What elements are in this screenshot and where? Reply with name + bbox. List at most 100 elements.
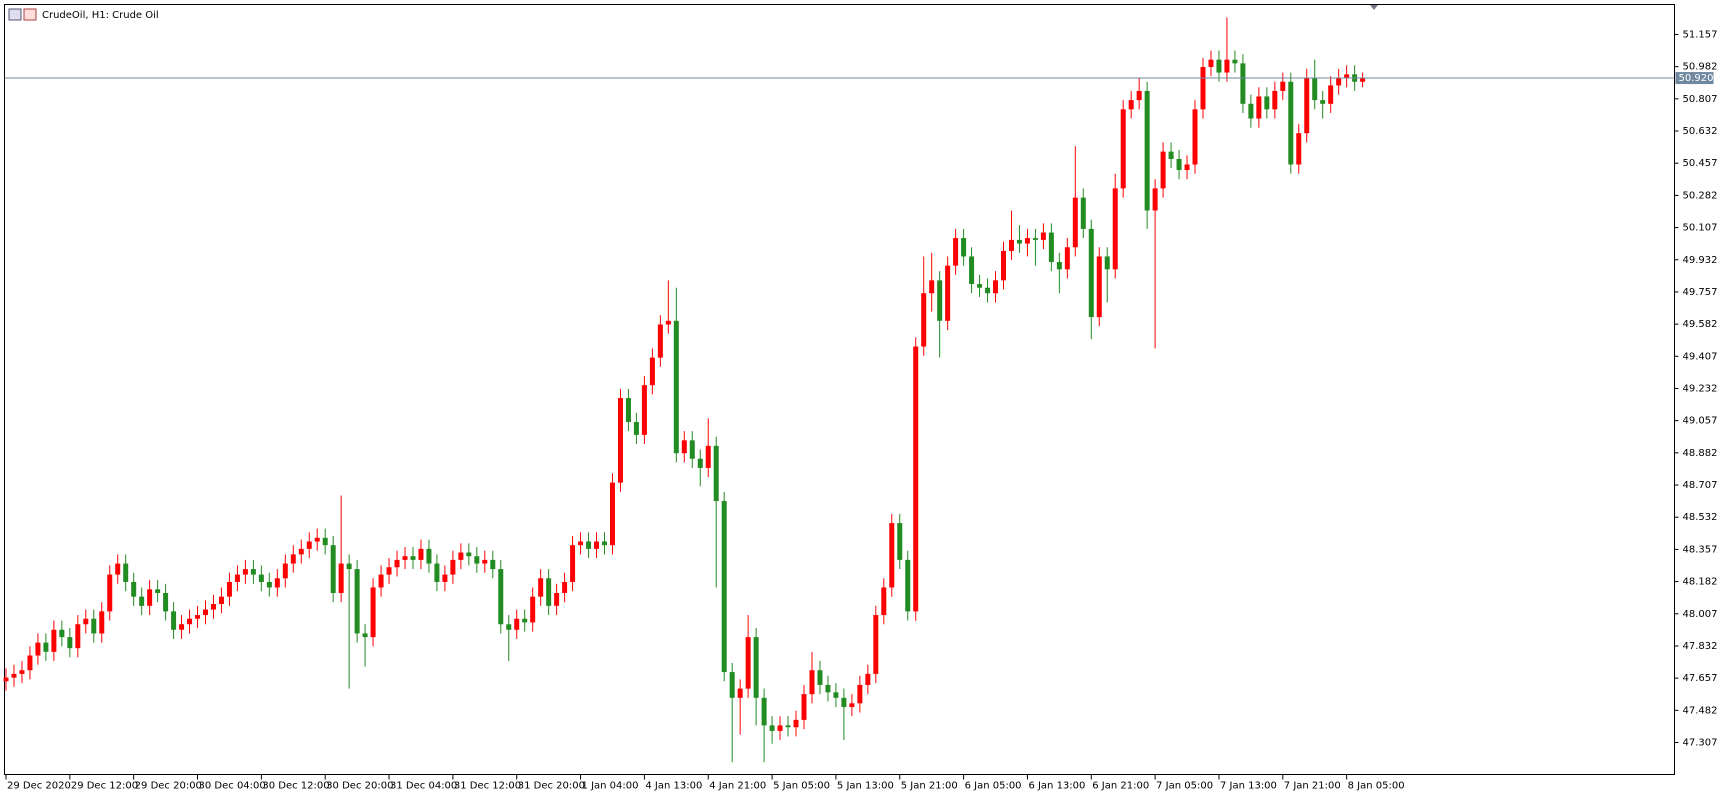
candle-body [1320,100,1326,104]
candle-body [745,637,751,689]
candle-body [171,611,177,630]
candle-body [785,725,791,728]
y-tick-label: 50.807 [1683,94,1718,105]
x-tick-label: 29 Dec 12:00 [71,781,138,792]
y-tick-label: 49.582 [1683,319,1718,330]
y-tick-label: 48.532 [1683,512,1718,523]
candle-body [777,725,783,731]
candle-body [1001,250,1006,281]
candle-body [554,592,560,606]
x-tick-label: 31 Dec 20:00 [518,781,585,792]
x-tick-label: 30 Dec 04:00 [199,781,266,792]
candle-body [426,548,432,564]
candle-body [841,697,847,708]
candle-body [179,624,185,630]
candle-body [1360,78,1366,82]
candle-body [586,541,592,549]
candle-body [11,673,17,678]
candle-body [83,618,89,625]
candle-body [617,398,623,483]
candle-body [234,574,240,582]
x-tick-label: 30 Dec 20:00 [326,781,393,792]
candle-body [530,596,536,623]
symbol-icon [8,8,37,21]
candle-body [1296,133,1302,165]
chart-title: CrudeOil, H1: Crude Oil [42,10,159,21]
y-tick-label: 48.882 [1683,448,1718,459]
shift-marker [1370,5,1378,10]
candle-body [3,677,9,682]
candle-body [458,552,464,560]
candle-body [609,482,615,546]
candle-body [402,556,408,560]
candle-body [961,238,967,257]
candle-body [673,320,679,454]
x-tick-label: 5 Jan 21:00 [901,781,958,792]
candle-body [322,537,328,546]
candle-body [1008,239,1014,251]
candle-body [35,642,41,656]
candle-body [1048,232,1054,262]
candle-body [985,287,991,294]
candle-body [195,615,201,619]
candle-body [266,581,272,588]
candle-body [705,445,711,468]
x-tick-label: 31 Dec 04:00 [390,781,457,792]
y-tick-label: 49.932 [1683,255,1718,266]
y-tick-label: 50.457 [1683,158,1718,169]
candle-body [1216,59,1222,73]
x-tick-label: 7 Jan 05:00 [1156,781,1213,792]
candle-body [1248,103,1254,119]
candle-body [338,563,344,593]
candle-body [1224,59,1230,73]
candle-body [242,569,248,575]
candle-body [482,559,488,564]
candle-body [881,587,887,616]
candle-body [993,280,999,294]
candle-body [442,574,448,582]
candle-body [466,552,472,557]
candle-body [721,501,727,673]
candle-body [1016,239,1022,244]
candle-body [1208,59,1214,68]
y-tick-label: 47.832 [1683,641,1718,652]
candle-body [793,719,799,728]
candle-body [737,688,743,698]
price-label-box [1675,72,1714,85]
candle-body [873,615,879,674]
candle-body [290,554,296,564]
candle-body [1152,188,1158,211]
candle-body [210,604,216,610]
candle-body [1232,59,1238,64]
candle-body [99,611,105,634]
x-tick-label: 4 Jan 21:00 [709,781,766,792]
y-tick-label: 49.057 [1683,416,1718,427]
y-tick-label: 50.632 [1683,126,1718,137]
candle-body [1040,232,1046,240]
x-tick-label: 30 Dec 12:00 [262,781,329,792]
candle-body [306,541,312,549]
candle-body [203,609,208,616]
candle-body [187,618,193,625]
candle-body [1160,151,1166,189]
candle-body [1192,109,1198,165]
candle-body [665,320,671,325]
candle-body [769,725,775,731]
candle-body [817,670,823,685]
candle-body [75,624,81,649]
x-tick-label: 1 Jan 04:00 [582,781,639,792]
candle-body [226,581,232,597]
candle-body [729,672,735,698]
candle-body [250,569,256,575]
candle-body [506,624,512,630]
y-tick-label: 50.107 [1683,223,1718,234]
y-tick-label: 47.482 [1683,705,1718,716]
x-tick-label: 6 Jan 13:00 [1028,781,1085,792]
candle-body [490,559,496,570]
candle-body [123,563,129,582]
candle-body [1328,85,1334,104]
candle-body [1024,238,1030,244]
x-tick-label: 29 Dec 2020 [7,781,71,792]
candle-body [625,398,631,422]
